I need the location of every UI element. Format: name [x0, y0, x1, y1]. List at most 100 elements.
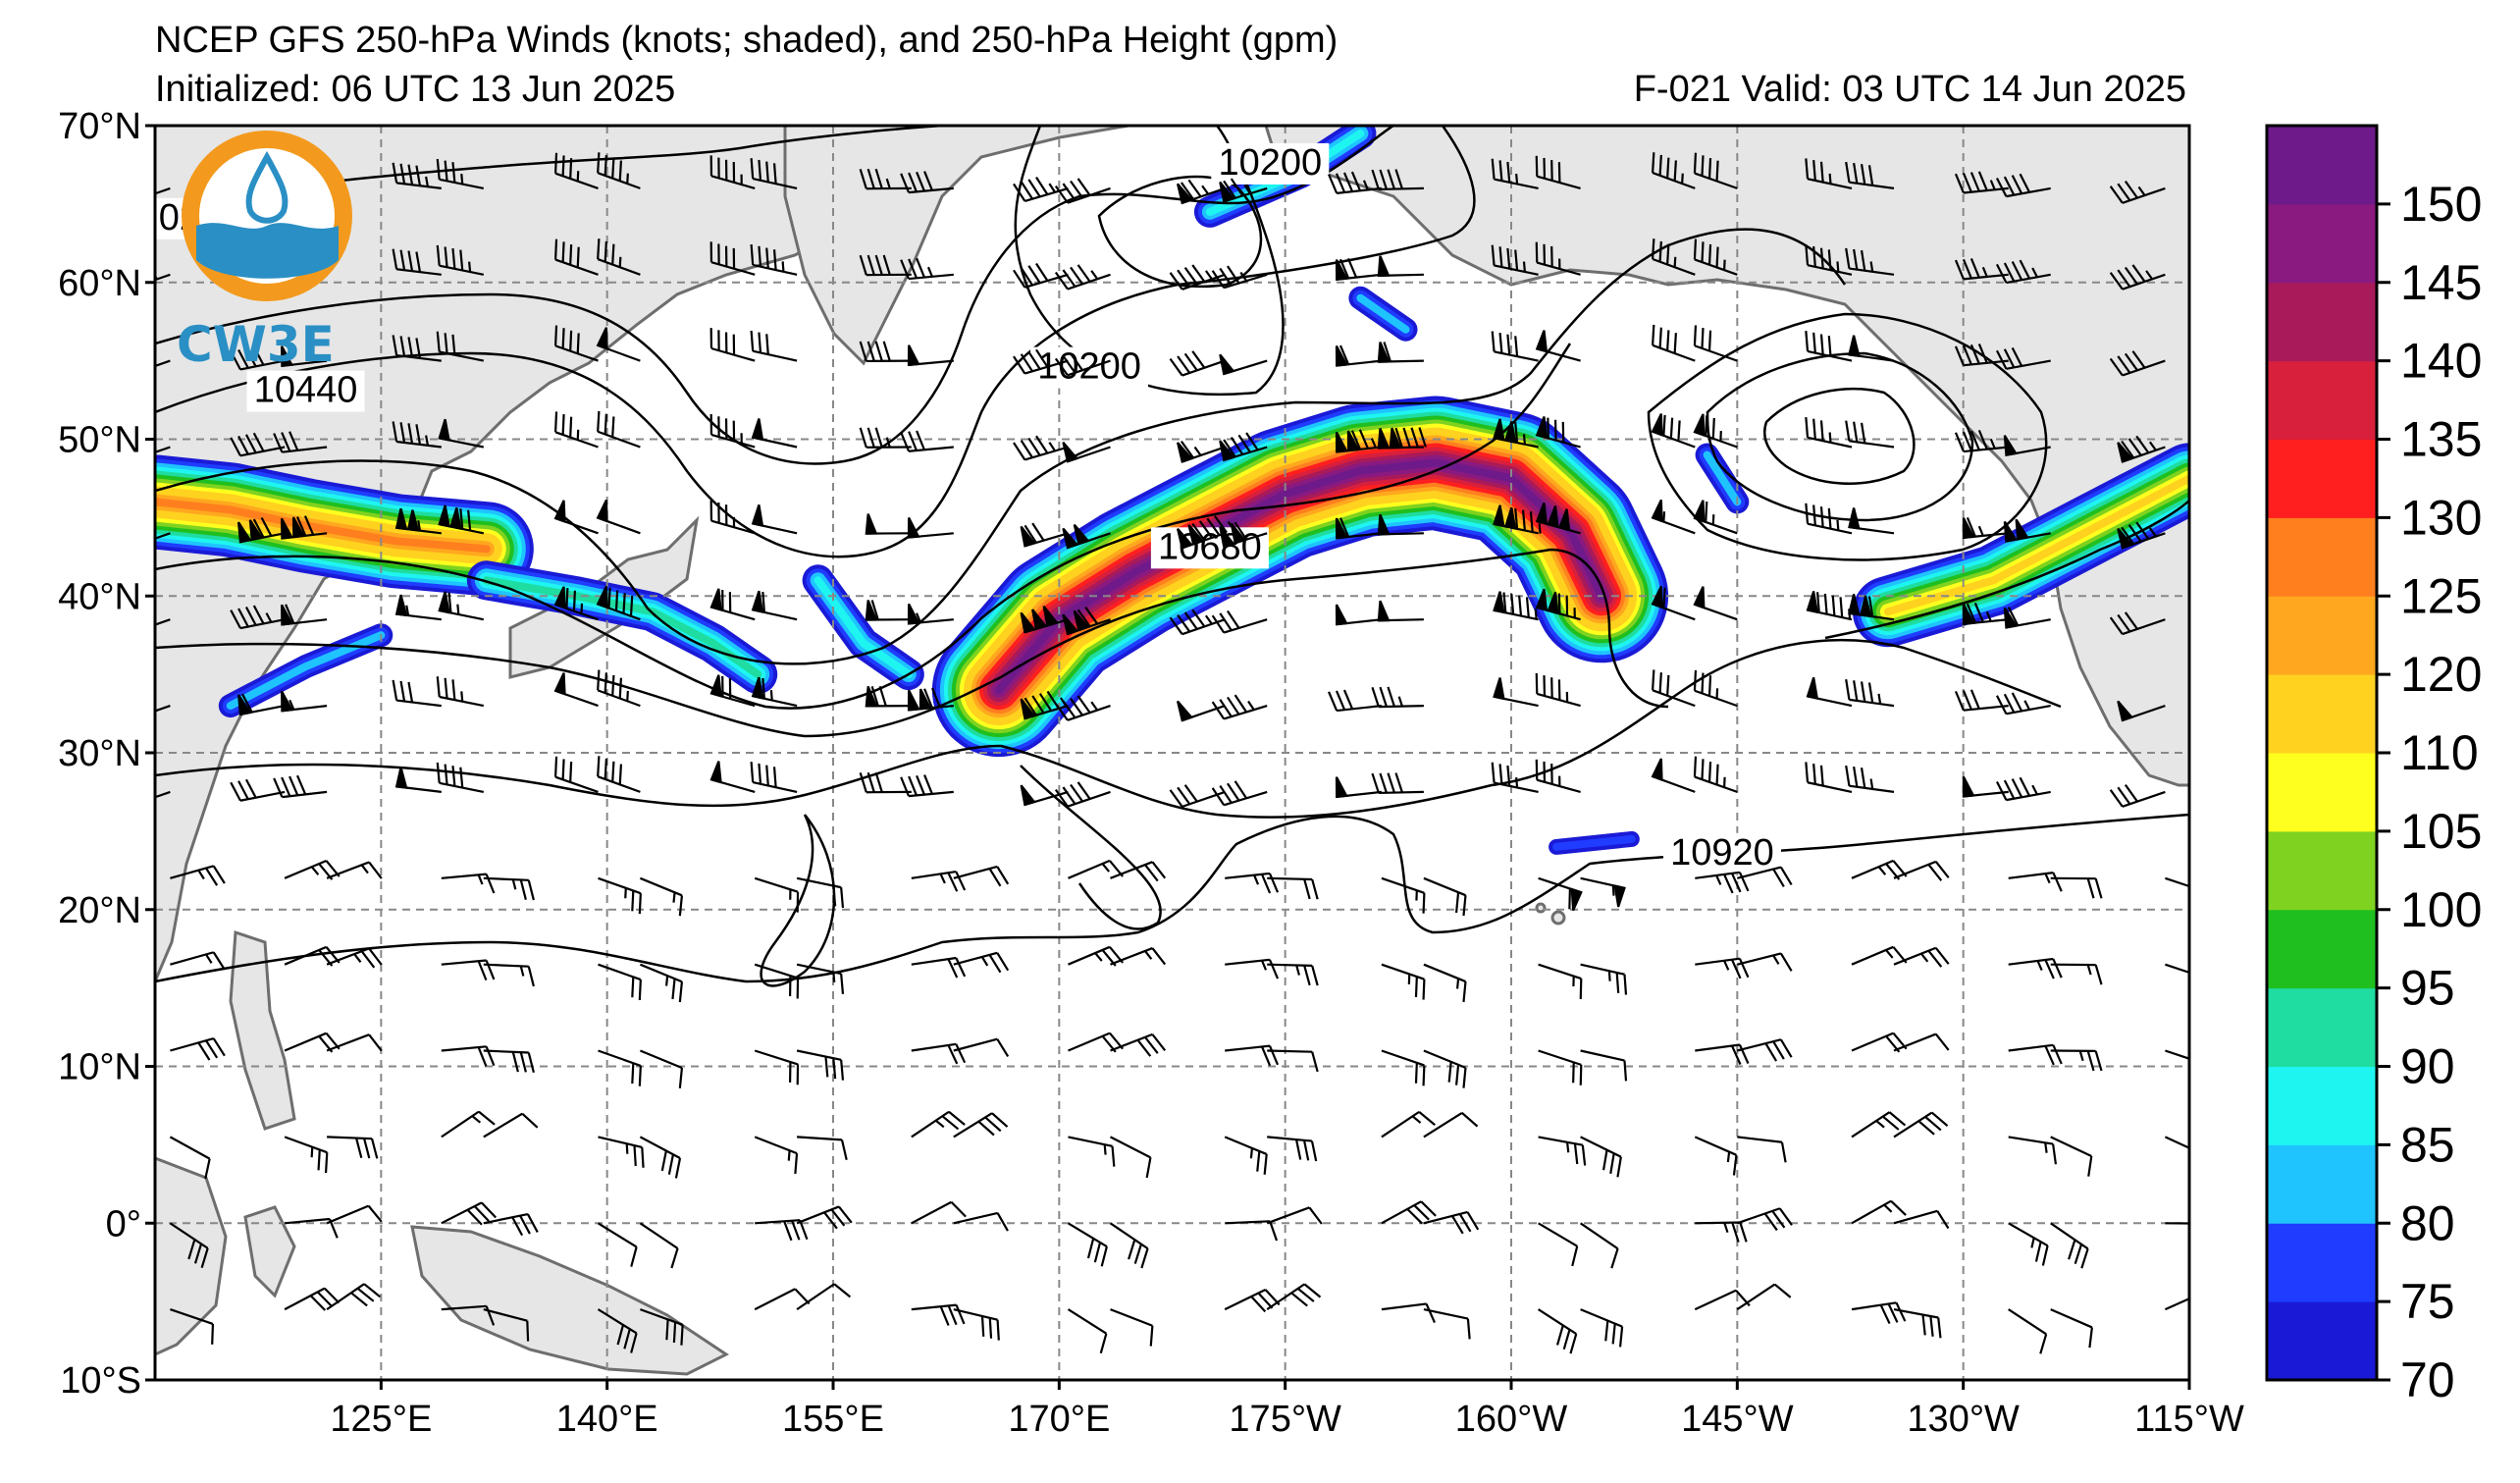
wind-barb: [326, 1033, 383, 1052]
barb-full: [1498, 764, 1503, 785]
barb-half: [1411, 1115, 1422, 1124]
wind-barb: [596, 585, 641, 621]
barb-flag: [1613, 884, 1626, 908]
barb-half: [460, 174, 464, 185]
wind-barb: [640, 1308, 684, 1346]
barb-full: [1853, 421, 1859, 443]
barb-full: [823, 1211, 838, 1230]
barb-full: [485, 960, 496, 980]
barb-full: [1418, 1111, 1436, 1127]
wind-barb: [709, 414, 756, 449]
wind-barb: [441, 873, 496, 894]
barb-half: [1247, 700, 1255, 711]
barb-full: [1461, 1112, 1479, 1128]
barb-half: [1558, 775, 1561, 787]
wind-barb: [598, 1136, 645, 1168]
barb-half: [1362, 180, 1369, 190]
barb-full: [1234, 694, 1248, 714]
barb-half: [2148, 441, 2157, 451]
barb-half: [1869, 261, 1874, 272]
barb-shaft: [2008, 1308, 2047, 1336]
wind-barb: [1580, 963, 1628, 995]
barb-flag: [1962, 775, 1975, 798]
barb-flag: [281, 690, 294, 713]
barb-full: [436, 158, 441, 180]
wind-barb: [1381, 1110, 1436, 1139]
colorbar-swatch: [2267, 753, 2377, 832]
wind-barb: [2117, 700, 2166, 722]
wind-barb: [2117, 435, 2166, 463]
barb-shaft: [1381, 1302, 1427, 1311]
barb-half: [2197, 977, 2203, 986]
wind-barb: [1177, 700, 1226, 722]
barb-half: [265, 612, 273, 623]
barb-full: [1227, 265, 1240, 285]
barb-full: [674, 1157, 682, 1179]
wind-barb: [1371, 169, 1424, 191]
barb-half: [2145, 270, 2154, 280]
wind-barb: [796, 1205, 853, 1230]
barb-full: [407, 337, 414, 358]
wind-barb: [1267, 1049, 1319, 1073]
barb-full: [633, 1145, 637, 1166]
barb-full: [1250, 1296, 1267, 1313]
wind-barb: [553, 152, 599, 189]
contour-label: 10680: [1158, 526, 1262, 567]
barb-full: [131, 352, 142, 373]
barb-flag: [1962, 604, 1975, 625]
barb-full: [597, 410, 601, 432]
colorbar-swatch: [2267, 282, 2377, 362]
barb-flag: [709, 674, 722, 698]
barb-shaft: [2050, 1136, 2092, 1157]
barb-full: [1707, 157, 1712, 179]
barb-full: [2124, 352, 2138, 371]
wind-barb: [1267, 1136, 1318, 1162]
wind-barb: [1219, 432, 1268, 462]
barb-half: [1877, 866, 1887, 875]
barb-full: [838, 1205, 853, 1224]
barb-half: [789, 889, 792, 900]
barb-full: [908, 775, 918, 796]
barb-half: [2030, 1237, 2035, 1248]
barb-full: [1550, 677, 1553, 699]
wind-barb: [1651, 499, 1696, 535]
barb-full: [1198, 520, 1213, 539]
wind-barb: [911, 1200, 967, 1225]
barb-full: [1611, 1323, 1616, 1345]
barb-full: [1738, 1044, 1750, 1064]
barb-flag: [1547, 505, 1559, 529]
barb-half: [1715, 874, 1722, 885]
barb-half: [2031, 267, 2038, 278]
jet-gulf-alaska-streak: [1695, 443, 1750, 514]
barb-full: [519, 879, 527, 900]
barb-full: [1995, 178, 2008, 197]
barb-full: [1311, 965, 1319, 986]
barb-full: [908, 431, 918, 451]
wind-barb: [596, 327, 641, 362]
wind-barb: [170, 1036, 226, 1061]
barb-full: [1895, 1301, 1907, 1322]
wind-barb: [859, 341, 912, 363]
wind-barb: [169, 1222, 209, 1269]
barb-full: [1350, 430, 1362, 450]
barb-full: [732, 420, 736, 442]
barb-full: [1379, 686, 1388, 708]
barb-full: [444, 333, 448, 354]
barb-full: [1422, 1065, 1426, 1086]
wind-barb: [1335, 344, 1383, 367]
barb-full: [1227, 696, 1240, 715]
barb-full: [1772, 868, 1785, 887]
barb-full: [916, 430, 925, 450]
barb-full: [204, 1158, 211, 1180]
wind-barb: [597, 669, 641, 708]
jet-band: [155, 498, 491, 554]
wind-barb: [953, 1308, 1000, 1341]
barb-full: [597, 152, 601, 174]
barb-full: [1234, 521, 1248, 541]
barb-full: [614, 590, 619, 611]
barb-shaft: [1266, 1206, 1310, 1225]
barb-full: [996, 866, 1010, 885]
barb-full: [2117, 613, 2131, 633]
barb-half: [2086, 964, 2092, 976]
barb-full: [1013, 355, 1026, 375]
